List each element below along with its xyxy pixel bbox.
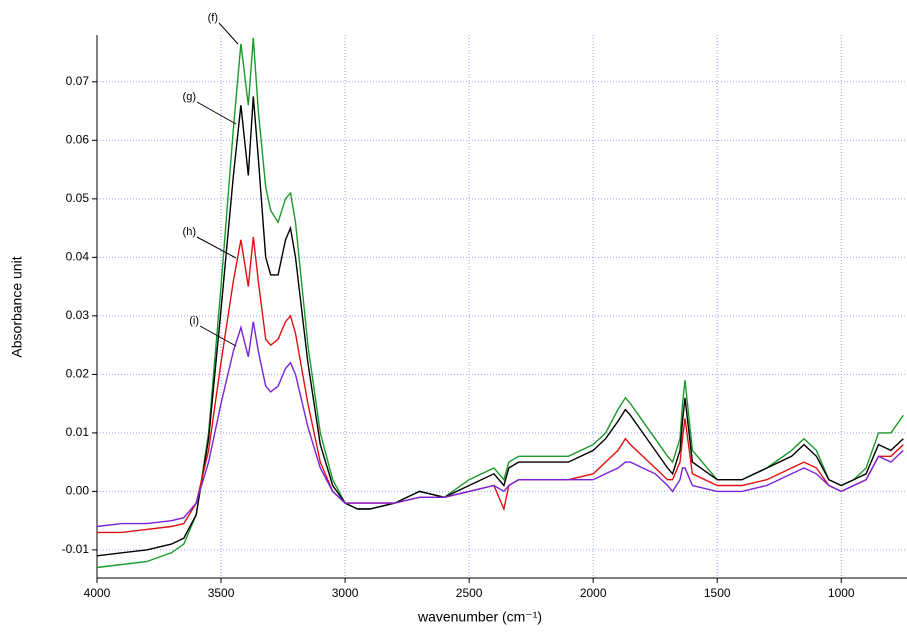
y-tick-label: 0.00 xyxy=(66,484,90,498)
spectrum-line xyxy=(97,236,904,534)
spectrum-line xyxy=(96,37,904,569)
x-axis-label: wavenumber (cm⁻¹) xyxy=(417,609,542,625)
y-axis-label: Absorbance unit xyxy=(9,256,25,357)
x-tick-label: 1000 xyxy=(828,586,855,600)
x-tick-label: 3000 xyxy=(332,586,359,600)
leader-line xyxy=(199,325,237,347)
series-label: (h) xyxy=(183,226,196,238)
x-tick-label: 2000 xyxy=(580,586,607,600)
leader-line xyxy=(196,101,237,125)
series-label: (g) xyxy=(183,91,196,103)
x-tick-label: 3500 xyxy=(208,586,235,600)
y-tick-label: 0.07 xyxy=(66,74,90,88)
series-label: (f) xyxy=(208,12,218,24)
spectrum-line xyxy=(96,96,904,557)
y-tick-label: 0.04 xyxy=(66,250,90,264)
series-label: (i) xyxy=(189,315,199,327)
leader-line xyxy=(218,22,239,45)
x-tick-label: 1500 xyxy=(704,586,731,600)
x-tick-label: 4000 xyxy=(84,586,111,600)
y-tick-label: 0.06 xyxy=(66,132,90,146)
leader-line xyxy=(196,236,237,259)
x-tick-label: 2500 xyxy=(456,586,483,600)
y-tick-label: -0.01 xyxy=(62,542,90,556)
spectrum-line xyxy=(96,321,904,528)
y-tick-label: 0.03 xyxy=(66,308,90,322)
y-tick-label: 0.02 xyxy=(66,367,90,381)
y-tick-label: 0.05 xyxy=(66,191,90,205)
y-tick-label: 0.01 xyxy=(66,425,90,439)
